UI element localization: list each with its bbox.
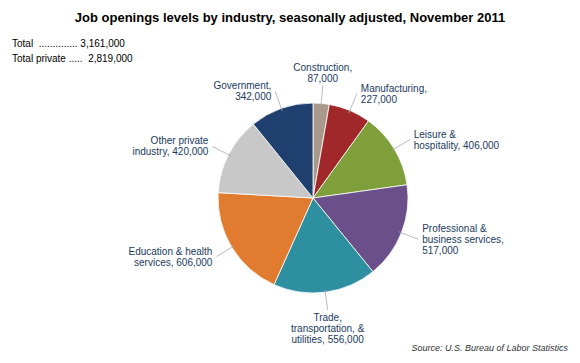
html-text:Source: U.S. Bureau of Labor S: Source: U.S. Bureau of Labor Statistics [411,343,568,353]
svg-text:Construction,87,000: Construction,87,000 [293,62,352,84]
html-text:Total private ..... 2,819,000: Total private ..... 2,819,000 [12,53,133,64]
html-text:Job openings levels by industr: Job openings levels by industry, seasona… [74,10,506,25]
svg-text:Trade,transportation, &utiliti: Trade,transportation, &utilities, 556,00… [291,312,365,345]
svg-text:Professional &business service: Professional &business services,517,000 [422,223,504,256]
svg-text:Leisure &hospitality, 406,000: Leisure &hospitality, 406,000 [414,129,500,151]
svg-text:Other privateindustry, 420,000: Other privateindustry, 420,000 [132,135,208,157]
svg-text:Education & healthservices, 60: Education & healthservices, 606,000 [128,246,212,268]
svg-text:Government,342,000: Government,342,000 [214,80,272,102]
svg-text:Manufacturing,227,000: Manufacturing,227,000 [361,83,427,105]
html-text:Total .............. 3,161,000: Total .............. 3,161,000 [12,38,125,49]
